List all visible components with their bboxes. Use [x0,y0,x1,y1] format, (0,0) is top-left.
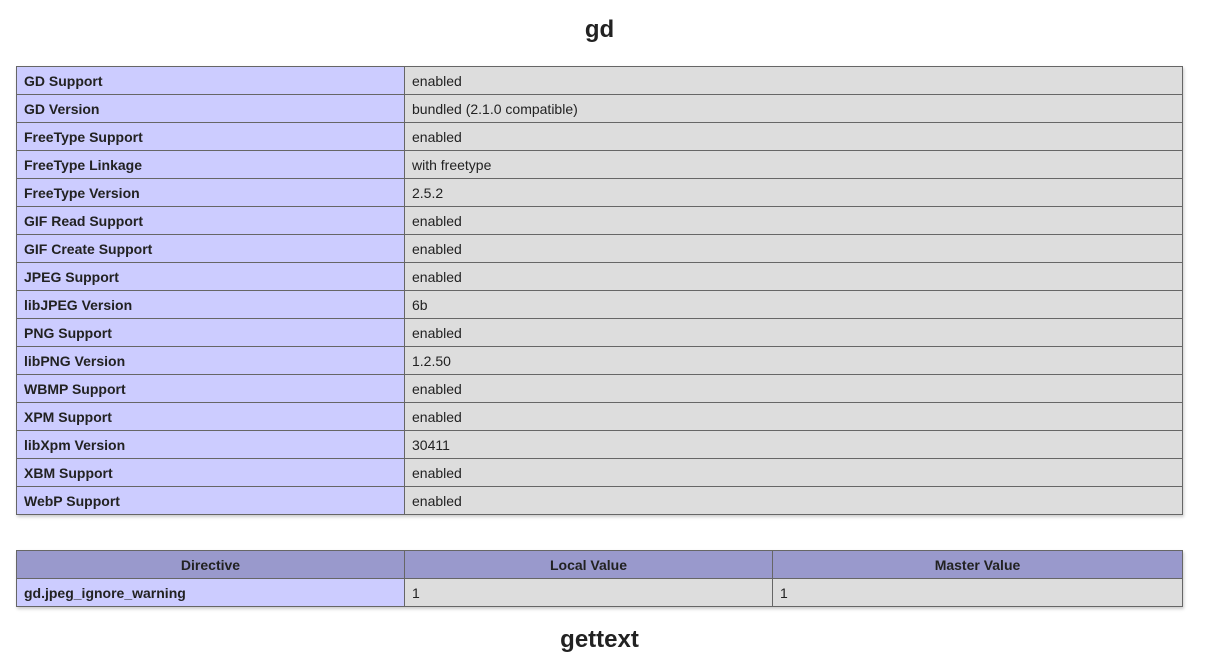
table-row: FreeType Support enabled [16,122,1183,151]
row-label: GIF Create Support [16,234,405,263]
row-label: XBM Support [16,458,405,487]
row-label: GD Version [16,94,405,123]
directives-table: Directive Local Value Master Value gd.jp… [16,550,1183,607]
table-row: FreeType Version 2.5.2 [16,178,1183,207]
table-row: WebP Support enabled [16,486,1183,515]
table-row: GD Version bundled (2.1.0 compatible) [16,94,1183,123]
table-row: FreeType Linkage with freetype [16,150,1183,179]
table-header-row: Directive Local Value Master Value [16,550,1183,579]
row-label: GIF Read Support [16,206,405,235]
row-label: WBMP Support [16,374,405,403]
row-label: libJPEG Version [16,290,405,319]
header-master-value: Master Value [772,550,1183,579]
row-label: GD Support [16,66,405,95]
table-row: PNG Support enabled [16,318,1183,347]
row-value: enabled [404,262,1183,291]
row-value: 30411 [404,430,1183,459]
row-value: enabled [404,234,1183,263]
next-section-title: gettext [560,626,639,653]
row-value: enabled [404,458,1183,487]
row-value: with freetype [404,150,1183,179]
table-row: GD Support enabled [16,66,1183,95]
row-value: bundled (2.1.0 compatible) [404,94,1183,123]
table-row: libXpm Version 30411 [16,430,1183,459]
row-value: enabled [404,206,1183,235]
row-label: FreeType Version [16,178,405,207]
table-row: libJPEG Version 6b [16,290,1183,319]
row-value: enabled [404,122,1183,151]
row-label: FreeType Support [16,122,405,151]
row-label: XPM Support [16,402,405,431]
row-value: 6b [404,290,1183,319]
row-value: enabled [404,318,1183,347]
table-row: libPNG Version 1.2.50 [16,346,1183,375]
row-label: FreeType Linkage [16,150,405,179]
header-local-value: Local Value [404,550,773,579]
local-value: 1 [404,578,773,607]
table-row: JPEG Support enabled [16,262,1183,291]
row-value: enabled [404,374,1183,403]
row-label: libPNG Version [16,346,405,375]
section-title: gd [584,16,615,43]
row-value: enabled [404,402,1183,431]
header-directive: Directive [16,550,405,579]
table-row: gd.jpeg_ignore_warning 1 1 [16,578,1183,607]
row-label: libXpm Version [16,430,405,459]
table-row: GIF Read Support enabled [16,206,1183,235]
master-value: 1 [772,578,1183,607]
row-value: enabled [404,486,1183,515]
gd-info-table: GD Support enabled GD Version bundled (2.1.… [16,66,1183,515]
row-value: 2.5.2 [404,178,1183,207]
table-row: GIF Create Support enabled [16,234,1183,263]
row-label: JPEG Support [16,262,405,291]
row-value: 1.2.50 [404,346,1183,375]
row-label: WebP Support [16,486,405,515]
table-row: WBMP Support enabled [16,374,1183,403]
row-value: enabled [404,66,1183,95]
table-row: XBM Support enabled [16,458,1183,487]
row-label: PNG Support [16,318,405,347]
table-row: XPM Support enabled [16,402,1183,431]
directive-name: gd.jpeg_ignore_warning [16,578,405,607]
